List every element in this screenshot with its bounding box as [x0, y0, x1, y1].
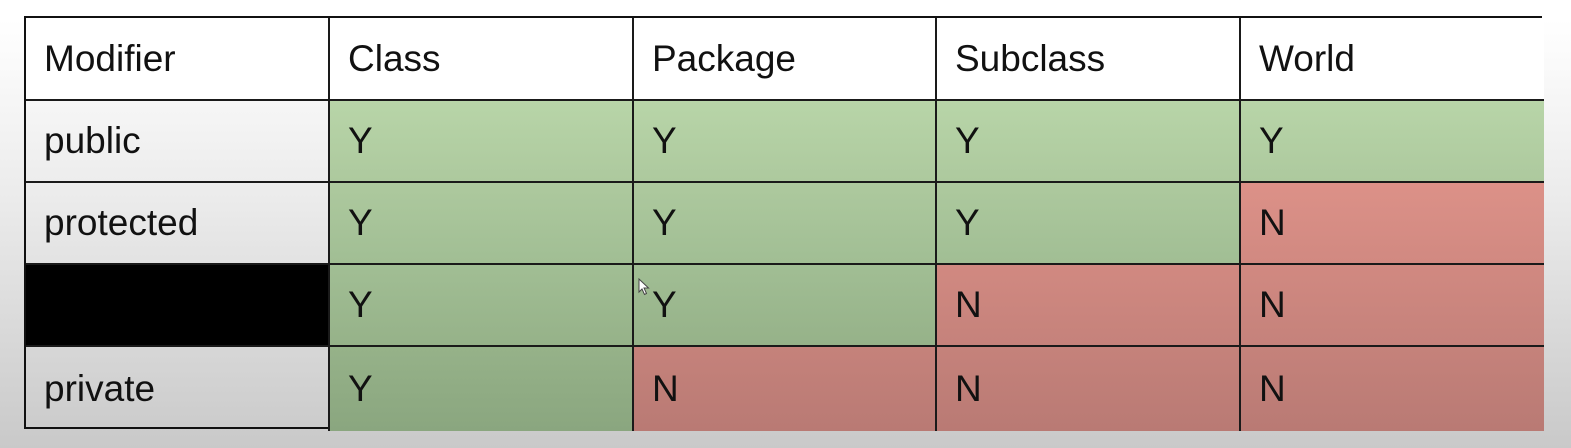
cell-public-class: Y [330, 101, 634, 183]
cell-public-subclass: Y [937, 101, 1241, 183]
cell-redacted-class: Y [330, 265, 634, 347]
cell-redacted-subclass: N [937, 265, 1241, 347]
header-world: World [1241, 18, 1544, 101]
access-modifier-table: Modifier Class Package Subclass World pu… [24, 16, 1544, 431]
cell-protected-world: N [1241, 183, 1544, 265]
cell-protected-subclass: Y [937, 183, 1241, 265]
cell-redacted-world: N [1241, 265, 1544, 347]
cell-private-class: Y [330, 347, 634, 431]
cell-private-world: N [1241, 347, 1544, 431]
cell-protected-class: Y [330, 183, 634, 265]
header-package: Package [634, 18, 937, 101]
row-label-private: private [26, 347, 330, 431]
cell-private-subclass: N [937, 347, 1241, 431]
cell-private-package: N [634, 347, 937, 431]
row-label-protected: protected [26, 183, 330, 265]
mouse-pointer-icon [638, 278, 650, 296]
cell-public-package: Y [634, 101, 937, 183]
cell-redacted-package: Y [634, 265, 937, 347]
header-modifier: Modifier [26, 18, 330, 101]
header-subclass: Subclass [937, 18, 1241, 101]
cell-public-world: Y [1241, 101, 1544, 183]
row-label-redacted [26, 265, 330, 347]
row-label-public: public [26, 101, 330, 183]
cell-protected-package: Y [634, 183, 937, 265]
header-class: Class [330, 18, 634, 101]
